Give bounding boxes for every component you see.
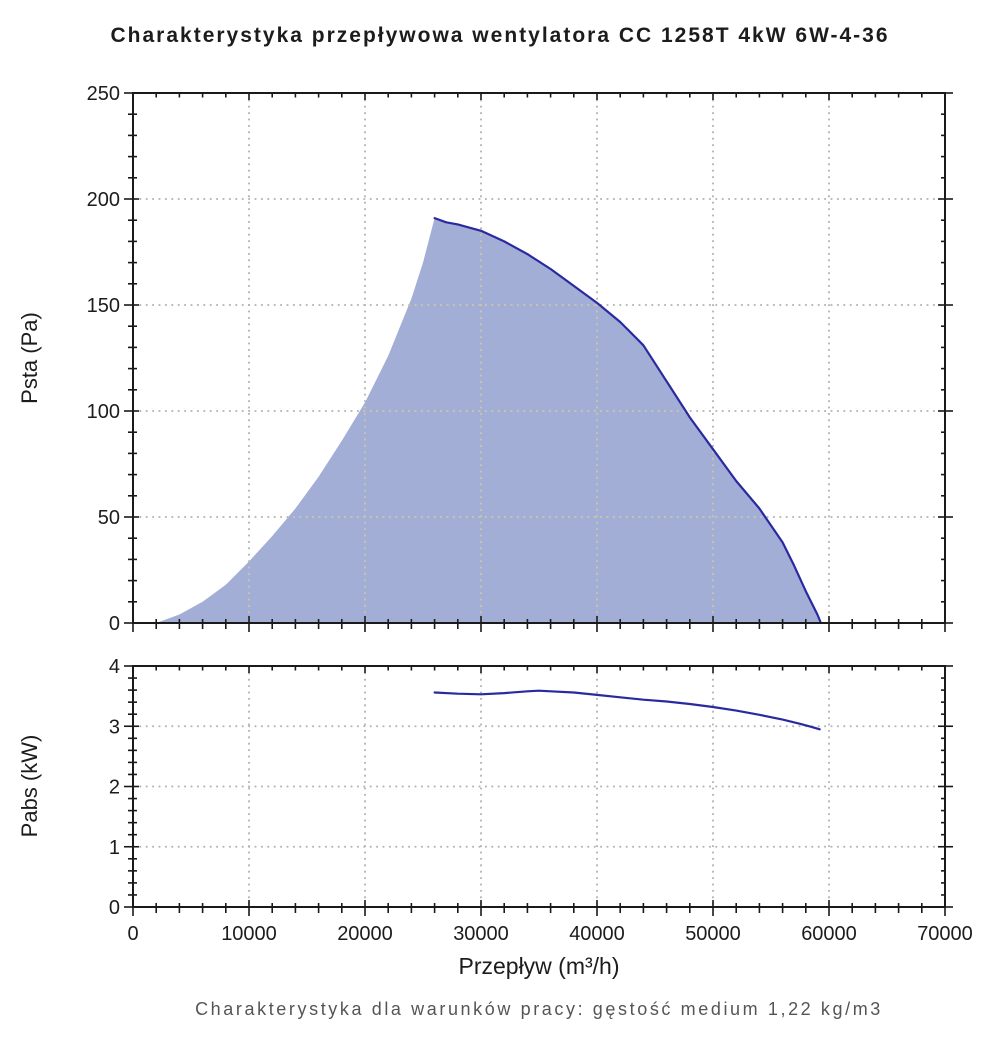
- plot-0: 0 50 100 150 200 250: [87, 83, 953, 635]
- tick-labels: 0 50 100 150 200 250: [87, 83, 120, 635]
- series-curve: [433, 689, 821, 731]
- x-tick-label: 70000: [917, 923, 973, 945]
- y-tick-label: 1: [109, 837, 120, 859]
- psta-area-fill: [156, 218, 821, 623]
- series-curve: [433, 217, 822, 625]
- psta-axis-label: Psta (Pa): [17, 312, 42, 404]
- y-tick-label: 3: [109, 716, 120, 738]
- y-tick-label: 150: [87, 295, 120, 317]
- x-tick-label: 10000: [221, 923, 277, 945]
- page-title: Charakterystyka przepływowa wentylatora …: [110, 24, 890, 47]
- plot-1: 0 1 2 3 4 0 10000 20000 30000 40000 50000 60000 7000…: [109, 656, 973, 945]
- operating-conditions-note: Charakterystyka dla warunków pracy: gęst…: [195, 999, 883, 1019]
- y-tick-label: 50: [98, 507, 120, 529]
- pabs-axis-label: Pabs (kW): [17, 734, 42, 838]
- y-tick-label: 0: [109, 613, 120, 635]
- y-tick-label: 2: [109, 777, 120, 799]
- y-tick-label: 4: [109, 656, 120, 678]
- flow-axis-label: Przepływ (m³/h): [458, 953, 620, 979]
- y-tick-label: 0: [109, 897, 120, 919]
- y-tick-label: 250: [87, 83, 120, 105]
- x-tick-label: 30000: [453, 923, 509, 945]
- x-tick-label: 20000: [337, 923, 393, 945]
- x-tick-label: 60000: [801, 923, 857, 945]
- tick-labels: 0 1 2 3 4 0 10000 20000 30000 40000 50000 60000 7000…: [109, 656, 973, 945]
- x-tick-label: 40000: [569, 923, 625, 945]
- y-tick-label: 200: [87, 189, 120, 211]
- x-tick-label: 0: [127, 923, 138, 945]
- y-tick-label: 100: [87, 401, 120, 423]
- x-tick-label: 50000: [685, 923, 741, 945]
